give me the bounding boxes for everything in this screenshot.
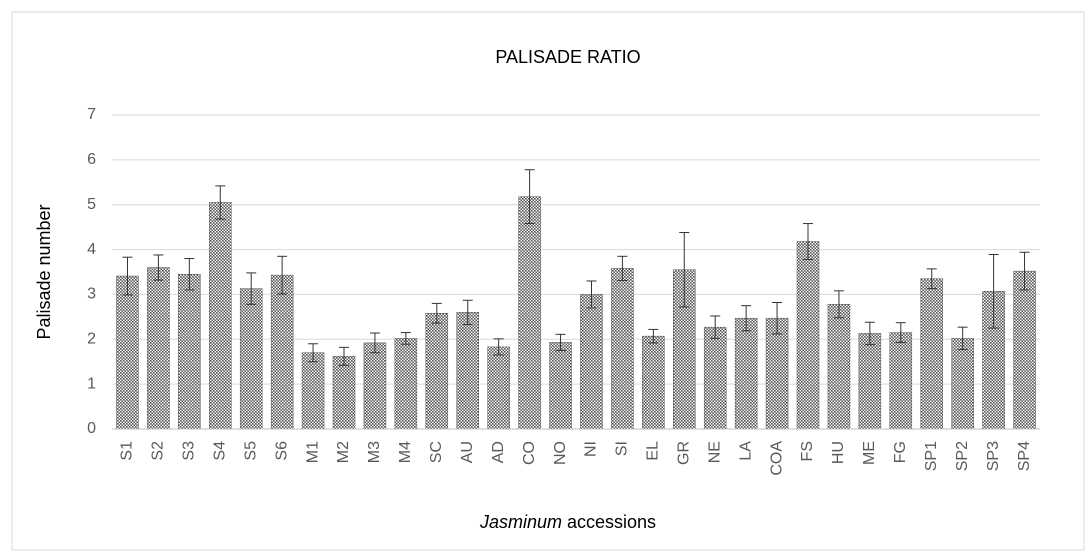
y-tick-label: 4 [87, 241, 96, 258]
bar [611, 268, 634, 430]
x-tick-label: SI [614, 441, 631, 456]
y-tick-label: 3 [87, 286, 96, 303]
x-tick-label: FS [799, 441, 816, 461]
bar [642, 335, 665, 430]
x-tick-label: M4 [397, 441, 414, 463]
bar [363, 342, 387, 430]
y-tick-label: 0 [87, 420, 96, 437]
y-tick-label: 1 [87, 375, 96, 392]
x-tick-label: AD [490, 441, 507, 463]
x-axis-label-rest: accessions [567, 512, 656, 532]
bar [765, 317, 789, 430]
x-tick-label: COA [768, 441, 785, 476]
x-tick-label: SP4 [1016, 441, 1033, 471]
x-tick-label: S2 [150, 441, 167, 461]
x-tick-label: EL [645, 441, 662, 461]
x-tick-label: SP2 [954, 441, 971, 471]
x-tick-label: GR [675, 441, 692, 465]
x-tick-label: CO [521, 441, 538, 465]
bar [332, 356, 356, 430]
x-tick-label: M3 [366, 441, 383, 463]
bar [487, 346, 510, 430]
bar [270, 274, 294, 430]
bar [425, 313, 449, 430]
bar [920, 278, 943, 430]
x-tick-label: NO [552, 441, 569, 465]
x-tick-label: AU [459, 441, 476, 463]
bar [889, 332, 913, 430]
bar [1013, 270, 1036, 430]
x-tick-label: S1 [119, 441, 136, 461]
bar [734, 317, 758, 430]
x-tick-label: M1 [304, 441, 321, 463]
x-tick-label: SP3 [985, 441, 1002, 471]
x-tick-label: S3 [181, 441, 198, 461]
y-axis-label: Palisade number [34, 204, 54, 339]
bar [301, 352, 325, 430]
bar [209, 202, 232, 430]
x-axis-label-italic: Jasminum [479, 512, 562, 532]
bar [178, 273, 201, 430]
bar [456, 312, 479, 430]
bar [394, 338, 418, 430]
x-axis-label: Jasminum accessions [479, 512, 656, 532]
y-tick-label: 2 [87, 331, 96, 348]
bar [951, 338, 974, 430]
bar [147, 267, 170, 430]
bar [239, 288, 263, 430]
y-tick-label: 6 [87, 151, 96, 168]
bar [518, 196, 541, 430]
x-tick-label: S5 [242, 441, 259, 461]
x-tick-label: M2 [335, 441, 352, 463]
x-tick-label: NE [706, 441, 723, 463]
x-tick-label: SP1 [923, 441, 940, 471]
x-tick-label: NI [583, 441, 600, 457]
bar [549, 342, 572, 430]
bar [580, 294, 603, 430]
x-tick-label: HU [830, 441, 847, 464]
y-tick-label: 5 [87, 196, 96, 213]
x-tick-label: SC [428, 441, 445, 463]
x-tick-label: S4 [211, 441, 228, 461]
y-tick-label: 7 [87, 106, 96, 123]
x-tick-label: LA [737, 441, 754, 461]
x-tick-label: ME [861, 441, 878, 465]
bar [796, 241, 820, 430]
x-tick-label: S6 [273, 441, 290, 461]
bar [827, 304, 851, 430]
chart-title: PALISADE RATIO [495, 47, 640, 67]
bar [703, 326, 727, 430]
bar [858, 333, 882, 430]
x-tick-label: FG [892, 441, 909, 463]
bar [116, 275, 139, 430]
